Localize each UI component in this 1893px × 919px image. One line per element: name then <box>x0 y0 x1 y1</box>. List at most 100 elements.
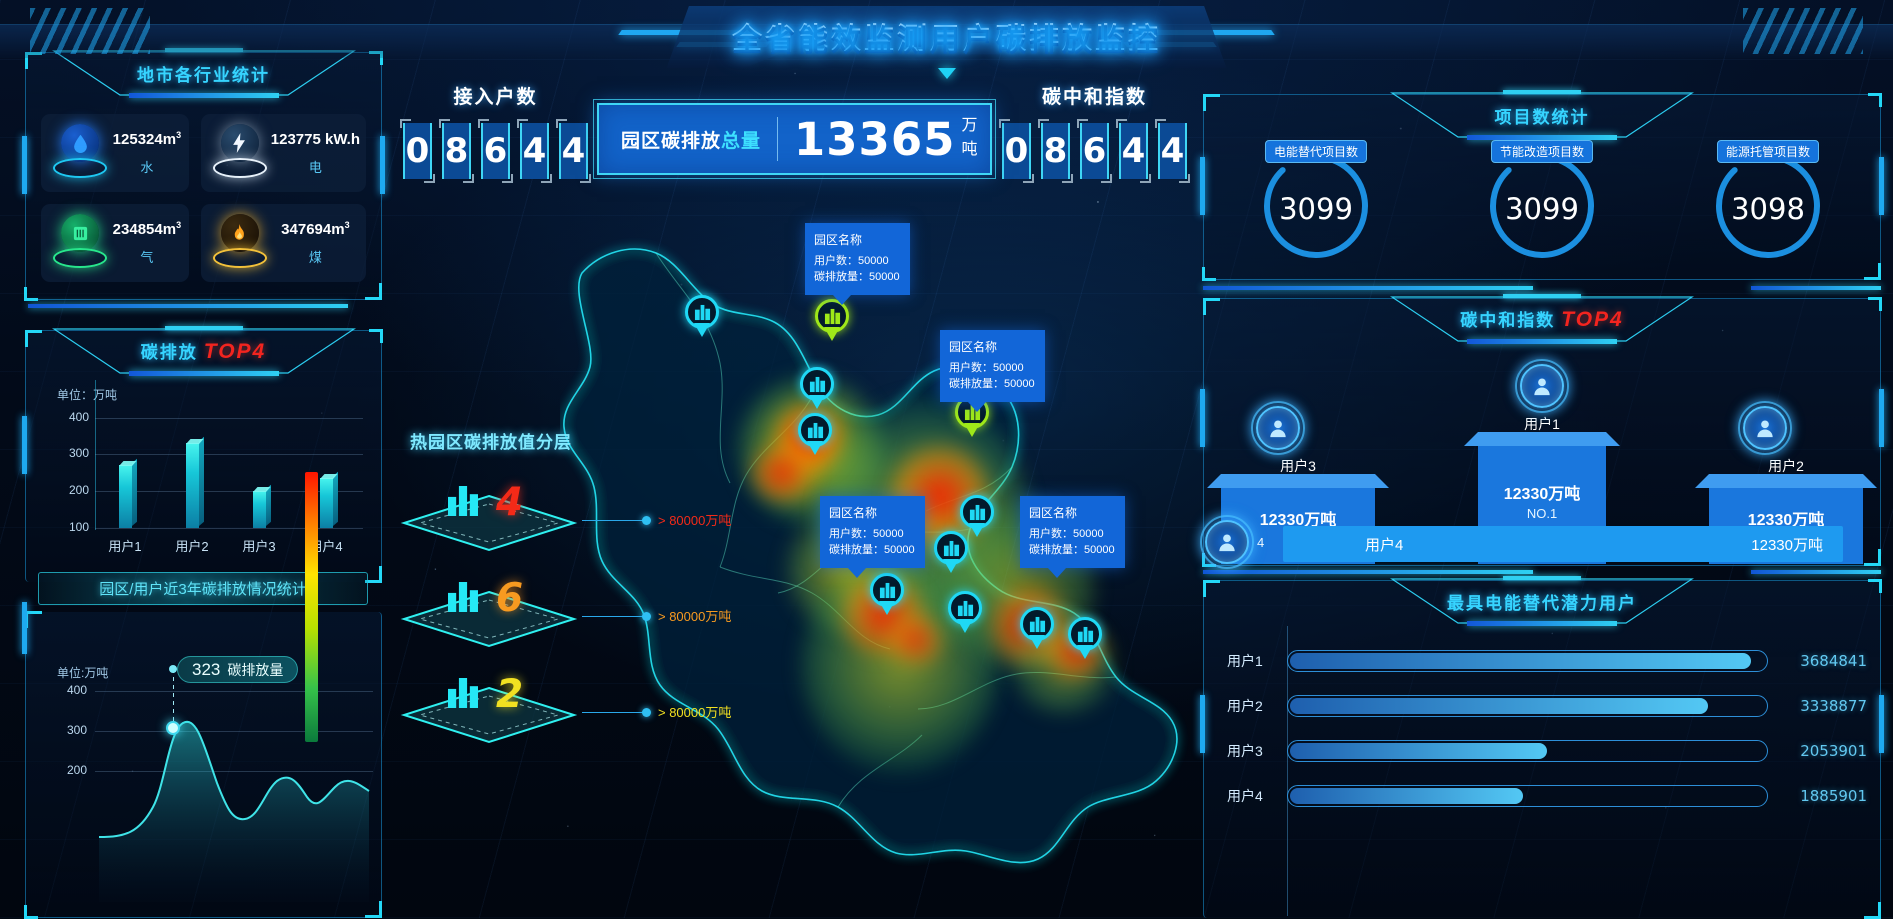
industry-card-gas[interactable]: 234854m3 气 <box>41 204 189 282</box>
line-ytick: 400 <box>66 683 87 697</box>
kpi-digit: 0 <box>400 119 435 183</box>
map-tooltip[interactable]: 园区名称 用户数：50000 碳排放量：50000 <box>940 330 1045 412</box>
potential-row[interactable]: 用户2 3338877 <box>1213 683 1873 728</box>
divider-right-2 <box>1751 286 1881 290</box>
kpi-digit: 4 <box>1155 119 1190 183</box>
map-marker[interactable] <box>800 367 834 411</box>
header-diagonal-left <box>30 8 150 54</box>
map-marker[interactable] <box>798 413 832 457</box>
potential-bar-track <box>1287 649 1768 672</box>
layer-row[interactable]: 6 > 80000万吨 <box>400 576 731 656</box>
industry-label: 气 <box>140 250 154 265</box>
line-ytick: 200 <box>66 763 87 777</box>
bar-ytick: 200 <box>68 483 89 497</box>
bar-xlabel: 用户2 <box>175 539 209 554</box>
kpi-digit: 4 <box>1116 119 1151 183</box>
annotation-label: 碳排放量 <box>227 661 284 678</box>
potential-list: 用户1 3684841 用户2 3338877 用户3 2053901 用户4 … <box>1213 638 1873 818</box>
layer-row[interactable]: 2 > 80000万吨 <box>400 672 731 752</box>
industry-card-electricity[interactable]: 123775 kW.h 电 <box>200 114 366 192</box>
potential-bar-track <box>1287 784 1768 807</box>
project-donut[interactable]: 能源托管项目数 3098 <box>1707 140 1830 260</box>
industry-card-coal[interactable]: 347694m3 煤 <box>200 204 366 282</box>
tooltip-title: 园区名称 <box>814 233 863 247</box>
tooltip-emission: 50000 <box>1004 377 1035 390</box>
line-chart-annotation: 323 碳排放量 <box>177 656 299 683</box>
map-marker[interactable] <box>815 299 849 343</box>
bar-item[interactable] <box>119 464 132 528</box>
map-tooltip[interactable]: 园区名称 用户数：50000 碳排放量：50000 <box>1020 496 1125 578</box>
total-emission-box: 园区碳排放总量 13365 万吨 <box>593 99 996 179</box>
potential-row[interactable]: 用户1 3684841 <box>1213 638 1873 683</box>
layer-count: 6 <box>496 576 524 621</box>
tooltip-users: 50000 <box>1073 528 1104 540</box>
kpi-digit: 4 <box>556 119 591 183</box>
bar-item[interactable] <box>186 443 199 528</box>
bar-chart-plot: 400 300 200 100 用户1 用户2 用户3 用户4 <box>69 410 363 554</box>
divider-right-4 <box>1751 570 1881 574</box>
map-marker[interactable] <box>948 591 982 635</box>
header-diagonal-right <box>1743 8 1863 54</box>
panel-title-carbon-neutral-top4: 碳中和指数 TOP4 <box>1390 294 1694 344</box>
industry-card-water[interactable]: 125324m3 水 <box>41 114 189 192</box>
avatar <box>1200 515 1254 569</box>
industry-value-sup: 3 <box>176 220 182 230</box>
potential-bar-track <box>1287 739 1768 762</box>
panel-carbon-top4-chart: 碳排放 TOP4 单位：万吨 400 300 200 100 用户1 用户2 用户… <box>22 326 383 583</box>
potential-value: 1885901 <box>1800 786 1867 805</box>
kpi-digit: 6 <box>478 119 513 183</box>
annotation-dot-top <box>169 665 177 673</box>
panel-potential-users: 最具电能替代潜力用户 用户1 3684841 用户2 3338877 用户3 2… <box>1200 576 1884 919</box>
map-marker[interactable] <box>934 531 968 575</box>
bar-item[interactable] <box>253 491 266 528</box>
map-tooltip[interactable]: 园区名称 用户数：50000 碳排放量：50000 <box>805 223 910 305</box>
panel-title-accent: TOP4 <box>1561 308 1624 331</box>
panel-title-text: 碳中和指数 <box>1460 311 1556 330</box>
map-tooltip[interactable]: 园区名称 用户数：50000 碳排放量：50000 <box>820 496 925 578</box>
potential-row[interactable]: 用户3 2053901 <box>1213 728 1873 773</box>
avatar <box>1515 359 1569 413</box>
panel-industry-stats: 地市各行业统计 125324m3 水 123775 kW.h <box>22 48 385 301</box>
potential-name: 用户3 <box>1227 742 1263 759</box>
project-donut[interactable]: 节能改造项目数 3099 <box>1481 140 1604 260</box>
donut-value: 3099 <box>1279 192 1353 226</box>
line-chart-unit-label: 单位:万吨 <box>57 666 109 680</box>
flame-icon <box>209 212 271 274</box>
line-chart-plot: 400 300 200 <box>55 683 373 902</box>
avatar <box>1738 401 1792 455</box>
layer-row[interactable]: 4 > 80000万吨 <box>400 480 731 560</box>
panel-title-text: 最具电能替代潜力用户 <box>1447 593 1637 613</box>
bar-ytick: 400 <box>68 410 89 424</box>
layer-threshold: > 80000万吨 <box>658 705 732 720</box>
project-donut-row: 电能替代项目数 3099 节能改造项目数 3099 能源托管项目数 3098 <box>1203 140 1881 260</box>
gas-meter-icon <box>49 212 111 274</box>
annotation-dot-point <box>166 721 180 735</box>
rank-value: 12330万吨 <box>1751 536 1823 554</box>
building-icon <box>448 582 478 617</box>
map-marker[interactable] <box>1020 607 1054 651</box>
industry-card-grid: 125324m3 水 123775 kW.h 电 <box>41 114 366 282</box>
kpi-digit: 6 <box>1077 119 1112 183</box>
annotation-stem <box>173 669 174 727</box>
potential-value: 2053901 <box>1800 741 1867 760</box>
map-marker[interactable] <box>685 295 719 339</box>
kpi-digit: 8 <box>439 119 474 183</box>
bar-ytick: 100 <box>68 520 89 534</box>
podium-name: 用户1 <box>1524 416 1560 432</box>
industry-value-sup: 3 <box>344 220 350 230</box>
potential-row[interactable]: 用户4 1885901 <box>1213 773 1873 818</box>
podium-row-4[interactable]: 4 用户4 12330万吨 <box>1257 526 1843 562</box>
bar-item[interactable] <box>320 478 333 528</box>
page-header: 全省能效监测用户碳排放监控 <box>0 0 1893 88</box>
donut-caption: 能源托管项目数 <box>1716 140 1820 163</box>
kpi-access-users: 接入户数 0 8 6 4 4 <box>400 82 591 183</box>
map-marker[interactable] <box>870 573 904 617</box>
industry-value: 234854m <box>112 221 177 238</box>
layer-threshold: > 80000万吨 <box>658 609 732 624</box>
map-marker[interactable] <box>1068 617 1102 661</box>
lightning-bolt-icon <box>209 122 271 184</box>
project-donut[interactable]: 电能替代项目数 3099 <box>1255 140 1378 260</box>
building-icon <box>448 678 478 713</box>
building-icon <box>448 486 478 521</box>
heat-color-scale <box>305 472 318 742</box>
